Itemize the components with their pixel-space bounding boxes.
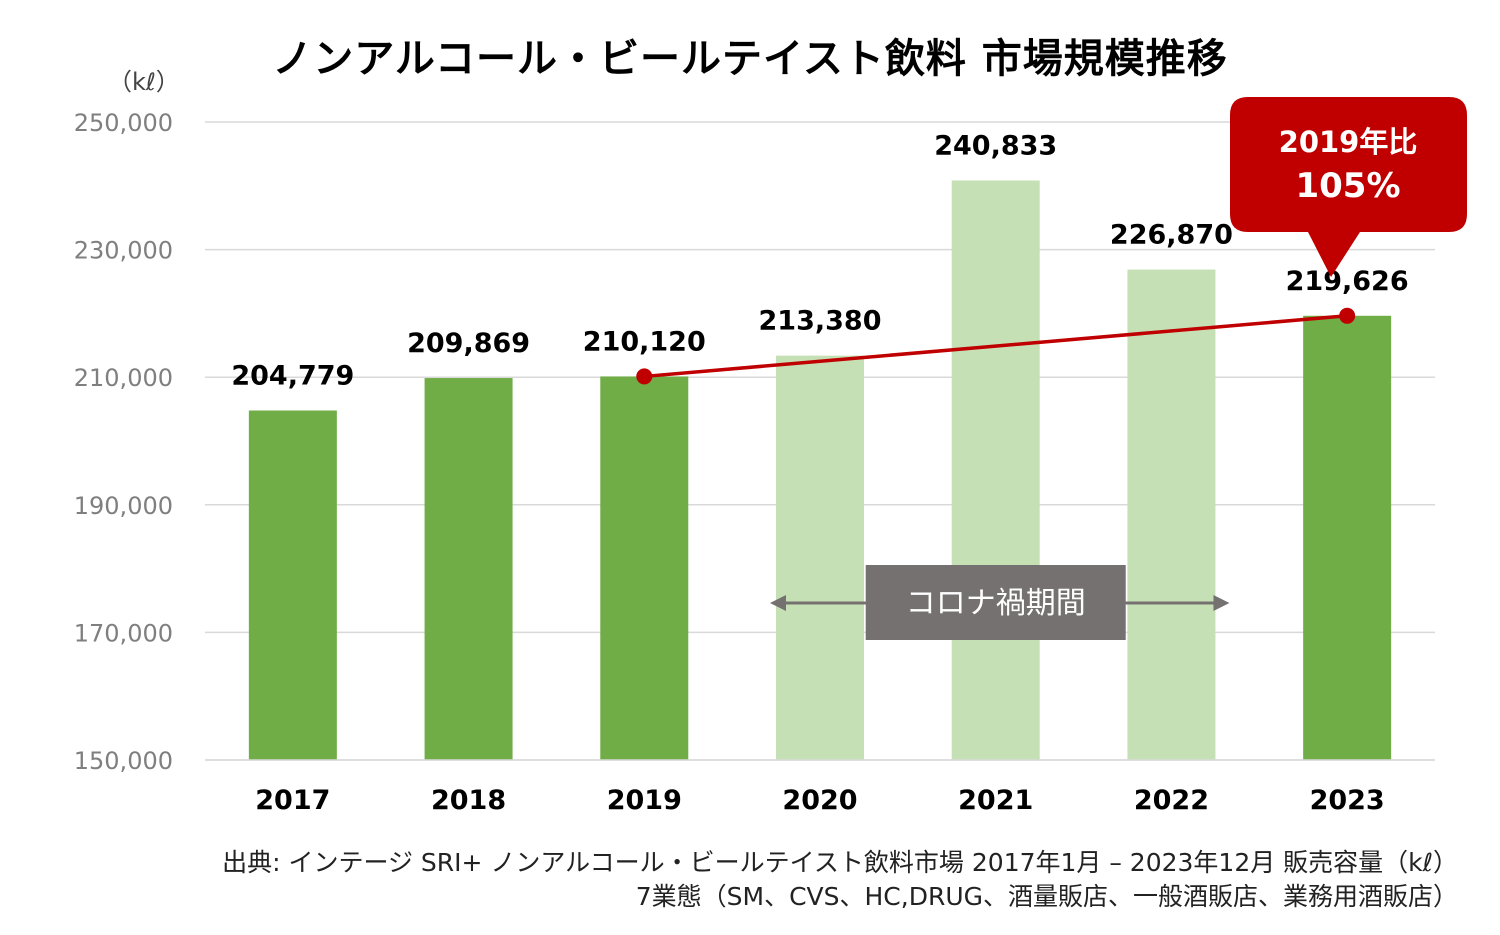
source-note-line2: 7業態（SM、CVS、HC,DRUG、酒量販店、一般酒販店、業務用酒販店） [635, 882, 1458, 911]
x-tick-label: 2019 [607, 785, 682, 816]
covid-arrow-right-head [1213, 595, 1230, 611]
data-label: 219,626 [1286, 266, 1409, 297]
y-tick-label: 230,000 [74, 237, 173, 265]
source-note-line1: 出典: インテージ SRI+ ノンアルコール・ビールテイスト飲料市場 2017年… [222, 848, 1458, 877]
callout-line1: 2019年比 [1279, 125, 1418, 159]
x-tick-label: 2021 [958, 785, 1033, 816]
trend-point-2019 [636, 368, 653, 385]
bar-2017 [248, 410, 337, 760]
x-tick-label: 2018 [431, 785, 506, 816]
bar-2020 [776, 355, 864, 760]
bar-2023 [1303, 315, 1392, 760]
data-label: 226,870 [1110, 220, 1233, 251]
bar-2019 [600, 376, 689, 760]
covid-period-box [865, 565, 1126, 640]
y-tick-label: 210,000 [74, 364, 173, 392]
trend-line [644, 314, 1348, 379]
x-tick-label: 2022 [1134, 785, 1209, 816]
bar-2018 [424, 378, 513, 760]
x-tick-label: 2023 [1310, 785, 1385, 816]
y-tick-label: 170,000 [74, 619, 173, 647]
data-label: 213,380 [759, 306, 882, 337]
data-label: 209,869 [407, 328, 530, 359]
x-tick-label: 2020 [782, 785, 857, 816]
data-label: 210,120 [583, 326, 706, 357]
covid-period-label: コロナ禍期間 [906, 586, 1086, 621]
y-tick-label: 250,000 [74, 109, 173, 137]
trend-point-2023 [1339, 307, 1356, 324]
y-tick-label: 190,000 [74, 492, 173, 520]
x-tick-label: 2017 [255, 785, 330, 816]
bar-2021 [951, 180, 1040, 760]
data-label: 204,779 [231, 361, 354, 392]
y-axis-unit: （kℓ） [108, 68, 180, 96]
y-tick-label: 150,000 [74, 747, 173, 775]
callout-bubble [1230, 97, 1467, 277]
callout-line2: 105% [1295, 166, 1400, 206]
bar-2022 [1127, 269, 1216, 760]
chart-title: ノンアルコール・ビールテイスト飲料 市場規模推移 [272, 36, 1228, 82]
covid-arrow-left-head [770, 595, 786, 611]
data-label: 240,833 [934, 130, 1057, 161]
